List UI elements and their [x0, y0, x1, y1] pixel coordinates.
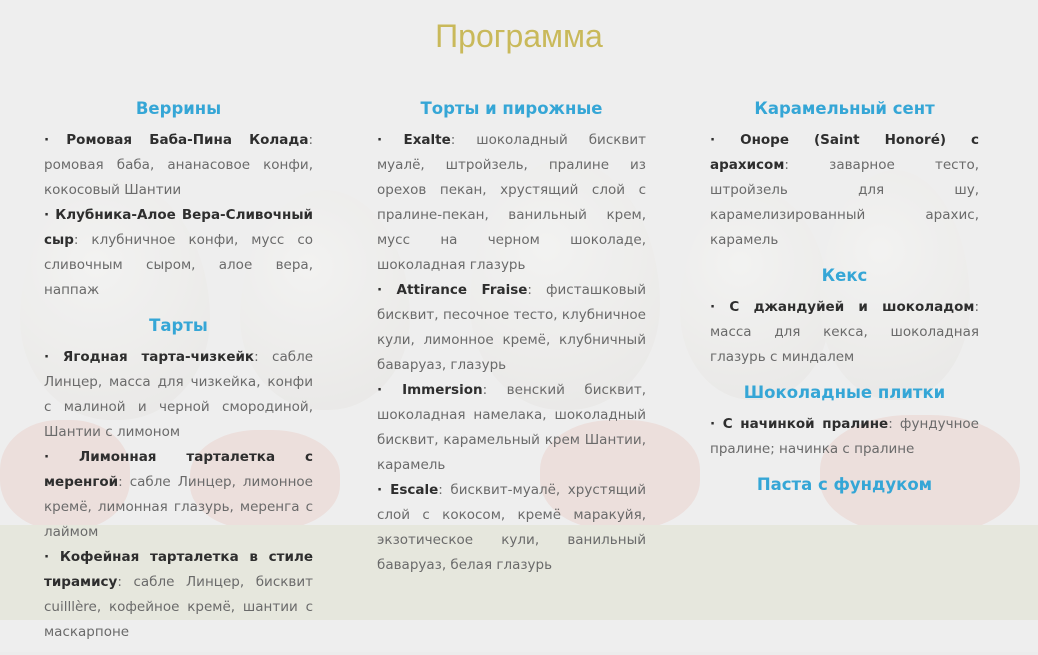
section-heading: Шоколадные плитки [743, 383, 946, 402]
menu-item: · Escale: бисквит-муалё, хрустящий слой … [377, 478, 646, 578]
column: Торты и пирожные · Exalte: шоколадный бис… [377, 96, 646, 588]
menu-item: · Кофейная тарталетка в стиле тирамису: … [44, 545, 313, 645]
item-description: : сабле Линцер, масса для чизкейка, конф… [44, 349, 313, 440]
item-name: · Кофейная тарталетка в стиле тирамису [44, 549, 313, 590]
menu-item: · С джандуйей и шоколадом: масса для кек… [710, 295, 979, 370]
section-heading: Паста с фундуком [756, 475, 933, 494]
section-heading: Тарты [149, 316, 208, 335]
item-description: : ромовая баба, ананасовое конфи, кокосо… [44, 132, 313, 198]
item-description: : масса для кекса, шоколадная глазурь с … [710, 299, 979, 365]
section-heading: Торты и пирожные [420, 99, 603, 118]
menu-item: · Ромовая Баба-Пина Колада: ромовая баба… [44, 128, 313, 203]
section-heading: Карамельный сент [754, 99, 935, 118]
section: Веррины · Ромовая Баба-Пина Колада: ромов… [44, 96, 313, 303]
section: Кекс · С джандуйей и шоколадом: масса для… [710, 263, 979, 370]
section-heading: Кекс [821, 266, 868, 285]
item-name: · Клубника-Алое Вера-Сливочный сыр [44, 207, 313, 248]
item-name: · Immersion [377, 382, 483, 398]
item-description: : сабле Линцер, лимонное кремё, лимонная… [44, 474, 313, 540]
item-description: : фисташковый бисквит, песочное тесто, к… [377, 282, 647, 373]
item-name: · С начинкой пралине [710, 416, 889, 432]
item-name: · Оноре (Saint Honoré) с арахисом [710, 132, 979, 173]
column: Карамельный сент · Оноре (Saint Honoré) с… [710, 96, 979, 508]
section: Шоколадные плитки · С начинкой пралине: ф… [710, 380, 979, 462]
section: Торты и пирожные · Exalte: шоколадный бис… [377, 96, 646, 578]
item-description: : сабле Линцер, бисквит cuilllère, кофей… [44, 574, 313, 640]
item-name: · С джандуйей и шоколадом [710, 299, 975, 315]
item-name: · Exalte [377, 132, 451, 148]
page-title: Программа [435, 18, 603, 54]
item-description: : клубничное конфи, мусс со сливочным сы… [44, 232, 313, 298]
menu-item: · Оноре (Saint Honoré) с арахисом: завар… [710, 128, 979, 253]
item-name: · Лимонная тарталетка с меренгой [44, 449, 313, 490]
item-description: : заварное тесто, штройзель для шу, кара… [710, 157, 979, 248]
item-name: · Ягодная тарта-чизкейк [44, 349, 255, 365]
item-description: : фундучное пралине; начинка с пралине [710, 416, 979, 457]
section: Паста с фундуком [710, 472, 979, 498]
menu-item: · Attirance Fraise: фисташковый бисквит,… [377, 278, 646, 378]
item-description: : венский бисквит, шоколадная намелака, … [377, 382, 646, 473]
item-name: · Escale [377, 482, 439, 498]
item-description: : бисквит-муалё, хрустящий слой с кокосо… [377, 482, 646, 573]
menu-item: · Клубника-Алое Вера-Сливочный сыр: клуб… [44, 203, 313, 303]
menu-item: · С начинкой пралине: фундучное пралине;… [710, 412, 979, 462]
column: Веррины · Ромовая Баба-Пина Колада: ромов… [44, 96, 313, 655]
section: Тарты · Ягодная тарта-чизкейк: сабле Линц… [44, 313, 313, 645]
item-description: : шоколадный бисквит муалё, штройзель, п… [377, 132, 646, 273]
section-heading: Веррины [135, 99, 222, 118]
menu-item: · Лимонная тарталетка с меренгой: сабле … [44, 445, 313, 545]
menu-item: · Exalte: шоколадный бисквит муалё, штро… [377, 128, 646, 278]
menu-item: · Immersion: венский бисквит, шоколадная… [377, 378, 646, 478]
section: Карамельный сент · Оноре (Saint Honoré) с… [710, 96, 979, 253]
item-name: · Attirance Fraise [377, 282, 528, 298]
item-name: · Ромовая Баба-Пина Колада [44, 132, 309, 148]
menu-item: · Ягодная тарта-чизкейк: сабле Линцер, м… [44, 345, 313, 445]
